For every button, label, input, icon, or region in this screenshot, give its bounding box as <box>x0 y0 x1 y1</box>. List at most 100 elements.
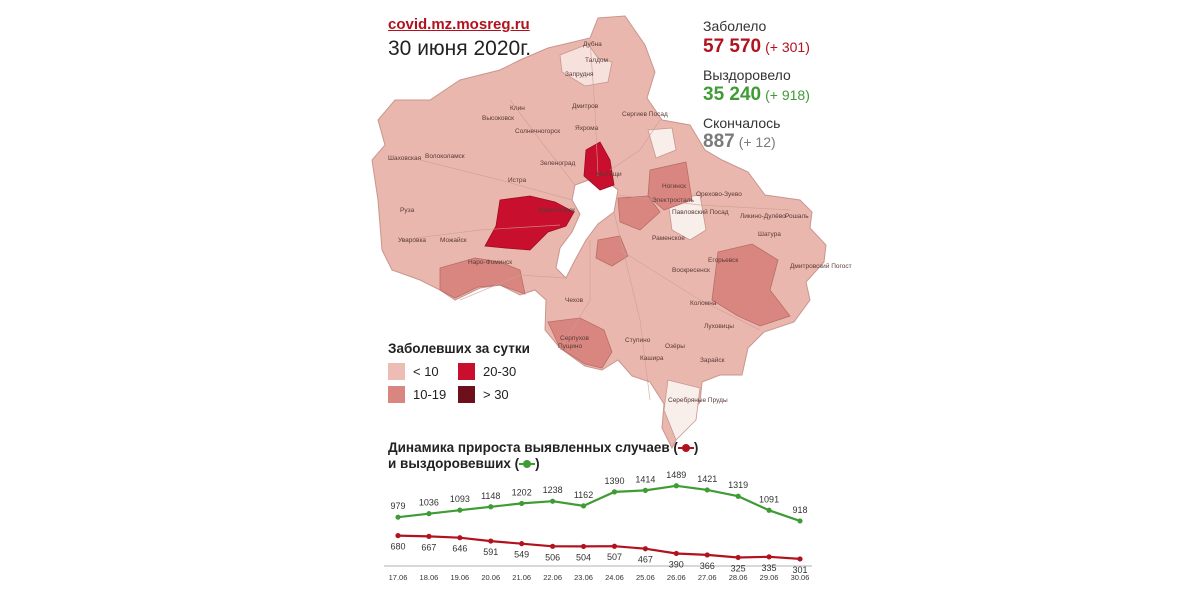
data-point <box>457 535 463 541</box>
data-label: 680 <box>390 542 405 552</box>
legend-label-low: < 10 <box>413 364 439 379</box>
legend-label-high: 20-30 <box>483 364 517 379</box>
map-label-11: Истра <box>508 177 527 184</box>
chart-title-end2: ) <box>535 456 540 471</box>
map-label-18: Электросталь <box>652 197 695 204</box>
data-point <box>395 532 401 539</box>
data-label: 504 <box>576 552 591 562</box>
x-tick-label: 17.06 <box>389 573 408 582</box>
data-point <box>735 493 741 499</box>
x-tick-label: 23.06 <box>574 573 593 582</box>
map-label-27: Егорьевск <box>708 257 738 264</box>
data-point <box>426 511 432 517</box>
map-label-16: Руза <box>400 207 415 214</box>
legend-swatch-high <box>458 363 475 380</box>
legend-label-top: > 30 <box>483 387 509 402</box>
map-label-12: Зеленоград <box>540 160 576 167</box>
map-label-1: Талдом <box>585 57 608 64</box>
deaths-value: 887 <box>703 131 735 152</box>
map-label-19: Павловский Посад <box>672 208 729 216</box>
legend-item-top: > 30 <box>458 386 509 403</box>
chart-title-end1: ) <box>693 440 699 455</box>
deaths-delta: (+ 12) <box>738 134 776 150</box>
legend-swatch-top <box>458 386 475 403</box>
road-network <box>399 39 791 401</box>
data-label: 1091 <box>759 494 779 504</box>
data-point <box>611 489 618 495</box>
region-high-krasnogorsk <box>484 195 575 251</box>
data-point <box>673 550 679 557</box>
data-point <box>550 543 556 549</box>
region-high-mytishchi <box>583 141 615 191</box>
red-dot-icon <box>677 444 694 453</box>
data-label: 1036 <box>419 498 439 508</box>
data-point <box>642 546 648 552</box>
chart-title-line1: Динамика прироста выявленных случаев () <box>388 440 698 456</box>
x-tick-label: 25.06 <box>636 573 655 582</box>
infected-value: 57 570 <box>703 36 762 57</box>
region-low-north <box>559 43 613 87</box>
x-tick-label: 22.06 <box>543 573 562 582</box>
data-label: 506 <box>545 552 560 562</box>
data-point <box>642 487 648 493</box>
data-point <box>673 483 679 489</box>
data-point <box>797 518 803 524</box>
region-mid-serpukhov <box>547 317 613 369</box>
x-tick-label: 27.06 <box>698 573 717 582</box>
recovered-delta: (+ 918) <box>765 87 810 103</box>
data-point <box>488 504 494 510</box>
recovered-label: Выздоровело <box>703 67 791 83</box>
map-label-22: Уваровка <box>398 237 426 244</box>
data-label: 390 <box>669 559 684 569</box>
map-label-30: Чехов <box>565 297 584 304</box>
x-tick-label: 21.06 <box>512 573 531 582</box>
map-label-31: Коломна <box>690 300 717 307</box>
data-point <box>580 543 587 550</box>
legend-swatch-mid <box>388 386 405 403</box>
report-date: 30 июня 2020г. <box>388 37 532 60</box>
data-label: 1414 <box>635 474 655 484</box>
data-label: 1148 <box>481 491 500 501</box>
data-point <box>766 554 772 560</box>
data-label: 301 <box>792 565 807 575</box>
oblast-outline <box>371 15 827 450</box>
x-tick-label: 19.06 <box>450 573 469 582</box>
data-label: 335 <box>762 563 777 573</box>
map-label-14: Ногинск <box>662 183 686 190</box>
map-label-32: Серпухов <box>560 335 589 342</box>
moscow-city <box>555 175 619 279</box>
map-label-34: Пущино <box>558 343 582 350</box>
map-label-36: Озёры <box>665 343 685 350</box>
map-label-26: Наро-Фоминск <box>468 259 512 266</box>
legend-item-high: 20-30 <box>458 363 516 380</box>
map-label-20: Ликино-Дулёво <box>740 213 786 220</box>
map-label-9: Шаховская <box>388 155 422 162</box>
chart-title-text2: и выздоровевших ( <box>388 456 520 471</box>
map-label-37: Зарайск <box>700 356 725 364</box>
map-label-38: Кашира <box>640 355 664 362</box>
x-tick-label: 30.06 <box>791 573 810 582</box>
series-line-1 <box>397 534 801 560</box>
legend-item-low: < 10 <box>388 363 439 380</box>
green-dot-icon <box>519 460 536 469</box>
map-label-33: Луховицы <box>704 323 734 330</box>
map-label-4: Дмитров <box>572 103 599 110</box>
x-tick-label: 18.06 <box>420 573 439 582</box>
infected-delta: (+ 301) <box>765 39 810 55</box>
data-label: 1202 <box>512 487 532 497</box>
data-point <box>457 507 463 513</box>
data-label: 325 <box>731 563 746 573</box>
map-label-39: Серебряные Пруды <box>668 396 728 404</box>
map-label-0: Дубна <box>583 40 602 48</box>
x-tick-label: 20.06 <box>481 573 500 582</box>
region-low-east <box>667 194 707 241</box>
source-link[interactable]: covid.mz.mosreg.ru <box>388 16 530 33</box>
chart-title-line2: и выздоровевших () <box>388 456 698 472</box>
region-mid-egorievsk <box>711 243 791 327</box>
region-mid-west <box>595 235 629 267</box>
x-tick-label: 26.06 <box>667 573 686 582</box>
data-label: 918 <box>792 505 807 515</box>
map-label-5: Сергиев Посад <box>622 111 668 118</box>
map-label-17: Красногорск <box>538 207 575 214</box>
